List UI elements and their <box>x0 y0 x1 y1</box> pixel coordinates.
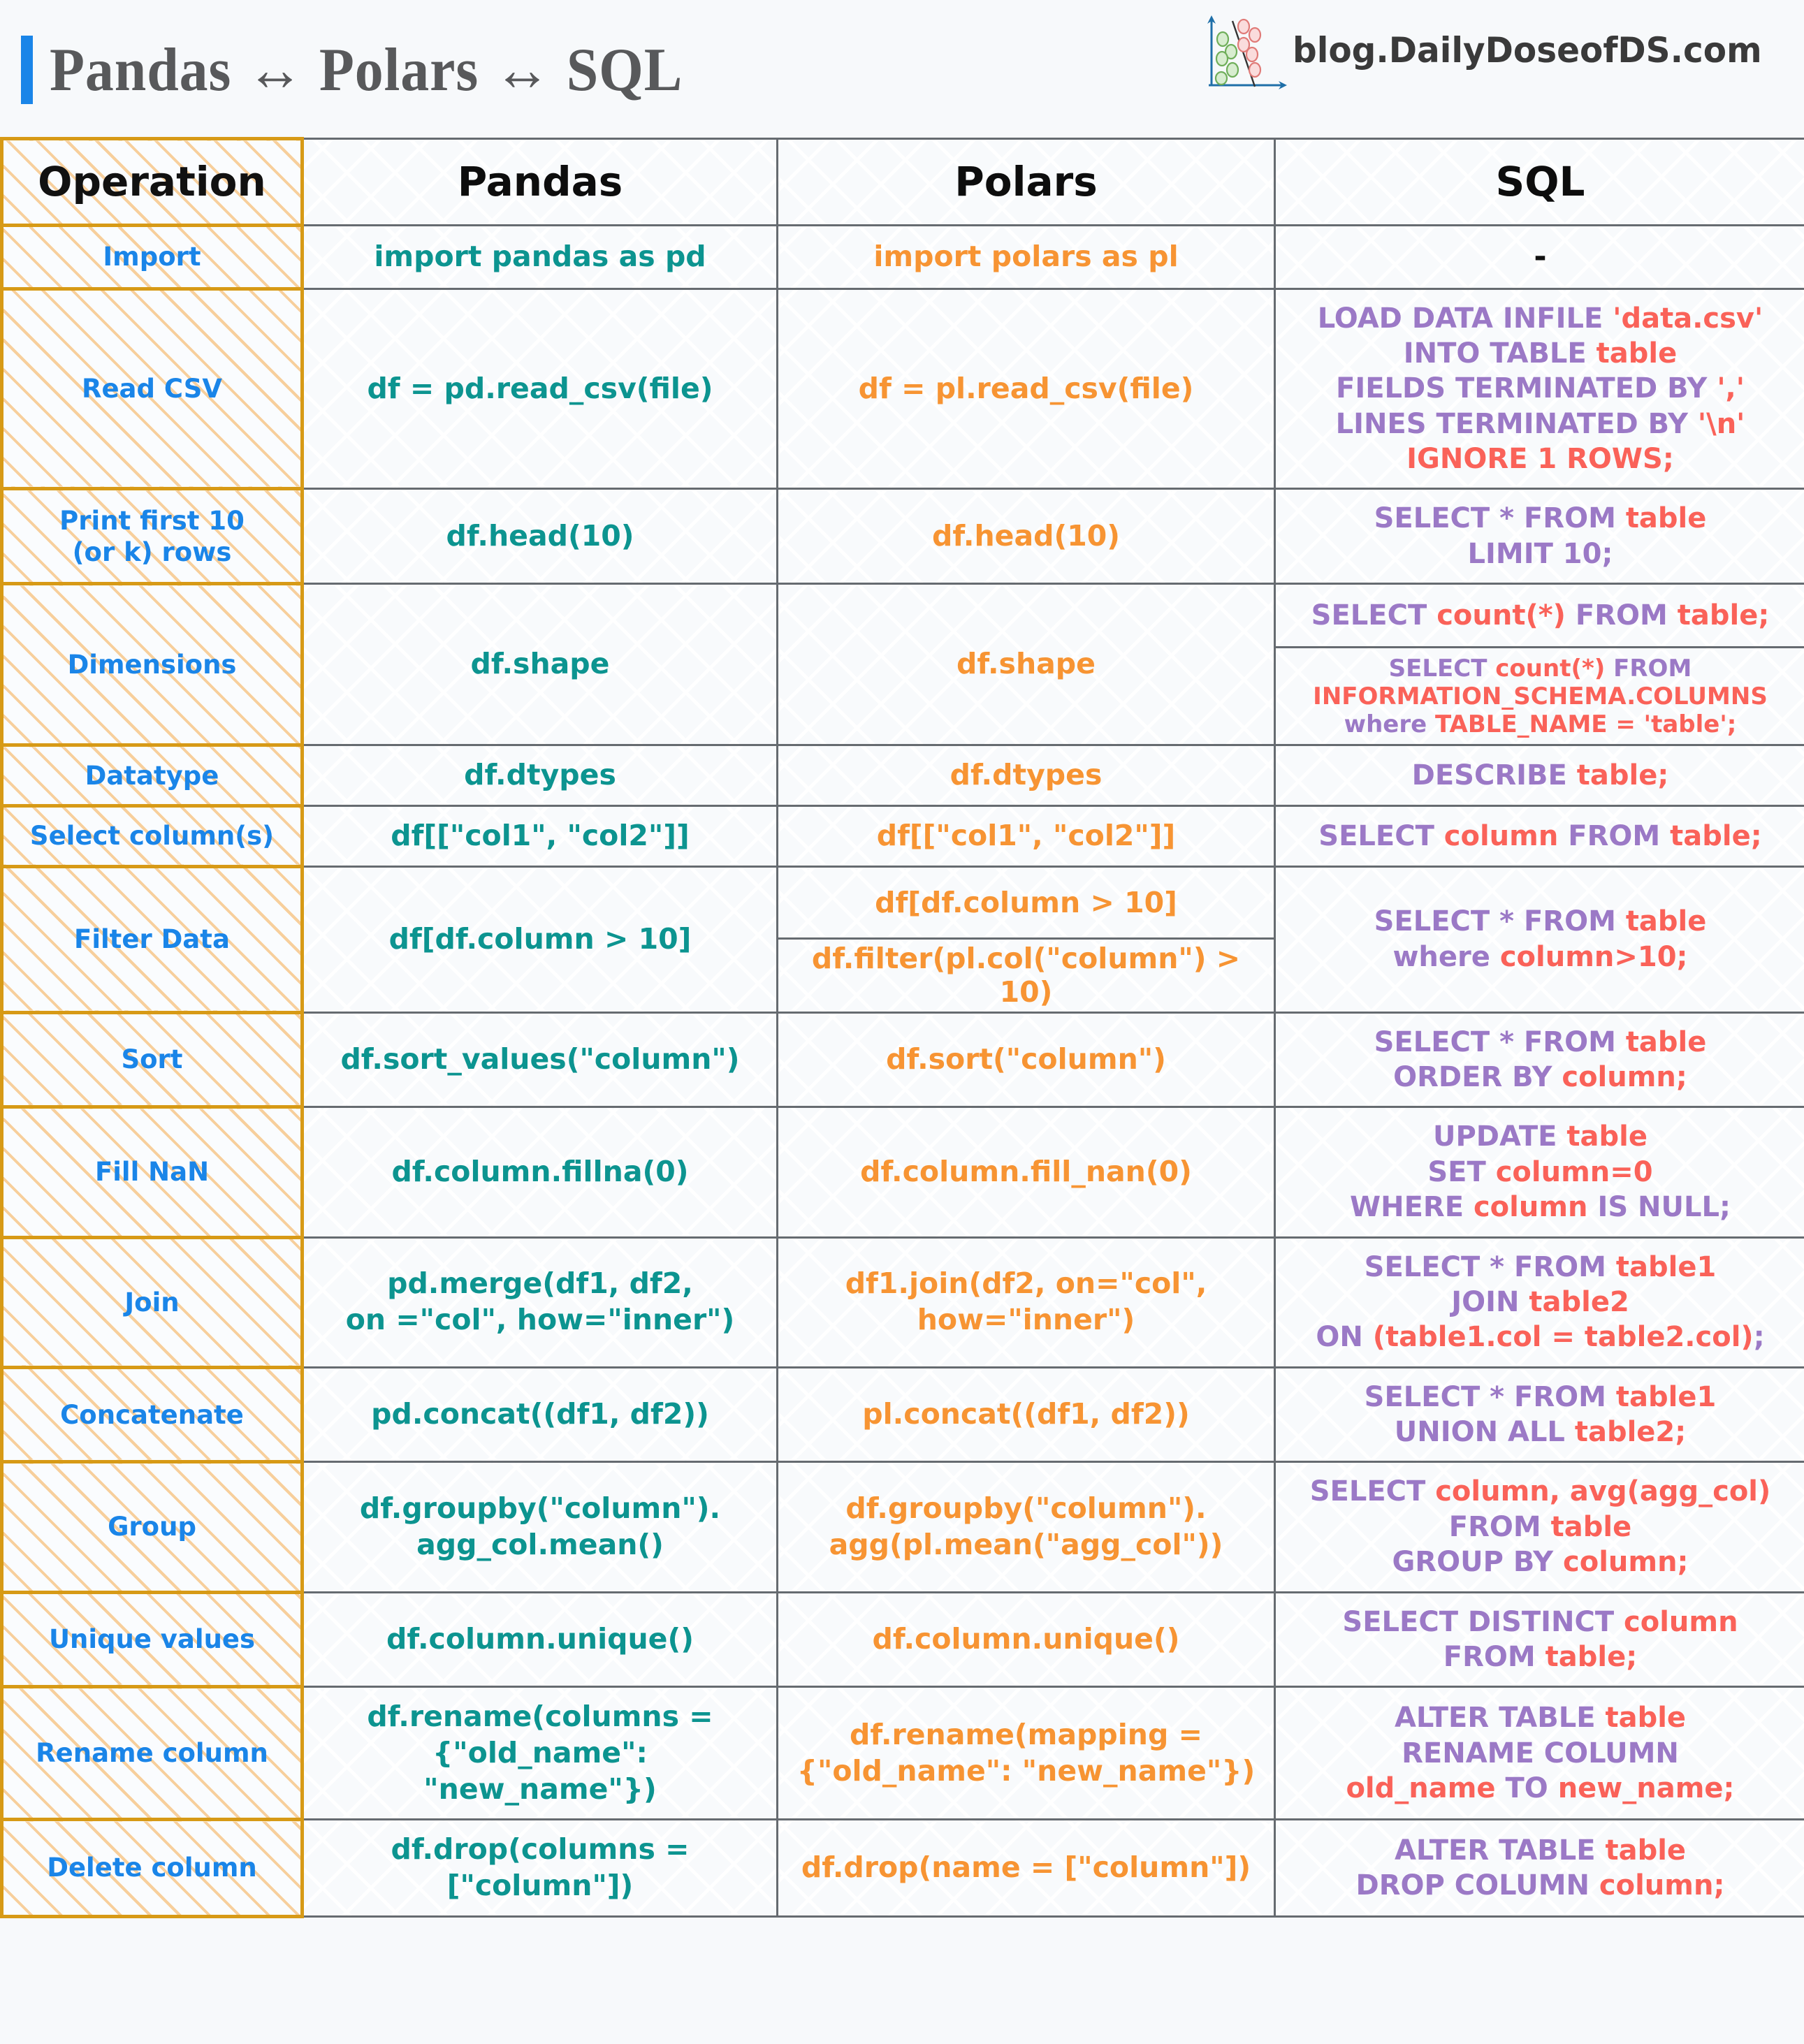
comparison-table-wrap: Operation Pandas Polars SQL Import import pan… <box>0 136 1804 2044</box>
polars-code-cell: df.dtypes <box>776 744 1276 807</box>
column-header-pandas: Pandas <box>301 137 778 227</box>
polars-code-variant: df.filter(pl.col("column") > 10) <box>778 940 1274 1012</box>
sql-code-cell: UPDATE table SET column=0 WHERE column IS … <box>1274 1106 1804 1239</box>
column-header-operation: Operation <box>0 136 304 228</box>
operation-label: Fill NaN <box>0 1105 304 1239</box>
pandas-code-cell: df.rename(columns = {"old_name": "new_nam… <box>301 1686 778 1821</box>
operation-label: Sort <box>0 1010 304 1109</box>
table-row: Rename column df.rename(columns = {"old_na… <box>0 1685 1804 1822</box>
polars-code-cell: df.drop(name = ["column"]) <box>776 1818 1276 1918</box>
operation-label: Dimensions <box>0 582 304 747</box>
sql-code-cell: ALTER TABLE table DROP COLUMN column; <box>1274 1818 1804 1918</box>
table-row: Join pd.merge(df1, df2, on ="col", how="in… <box>0 1235 1804 1369</box>
pandas-code-cell: df[["col1", "col2"]] <box>301 804 778 868</box>
table-row: Read CSV df = pd.read_csv(file) df = pl.re… <box>0 286 1804 491</box>
operation-label: Import <box>0 224 304 291</box>
pandas-code-cell: df[df.column > 10] <box>301 865 778 1014</box>
sql-code-cell: SELECT * FROM table LIMIT 10; <box>1274 488 1804 585</box>
operation-label: Delete column <box>0 1818 304 1918</box>
pandas-code-cell: df.shape <box>301 583 778 747</box>
sql-code-cell: LOAD DATA INFILE 'data.csv' INTO TABLE ta… <box>1274 287 1804 490</box>
sql-code-cell: SELECT column FROM table; <box>1274 804 1804 868</box>
table-row: Datatype df.dtypes df.dtypes DESCRIBE table… <box>0 743 1804 808</box>
sql-code-cell: SELECT * FROM table1 UNION ALL table2; <box>1274 1366 1804 1463</box>
table-row: Dimensions df.shape df.shape SELECT count(*… <box>0 582 1804 747</box>
page-header: Pandas ↔ Polars ↔ SQL <box>0 0 1804 140</box>
polars-code-cell: df.head(10) <box>776 488 1276 585</box>
pandas-code-cell: df.head(10) <box>301 488 778 585</box>
sql-code-cell: ALTER TABLE table RENAME COLUMN old_name T… <box>1274 1686 1804 1821</box>
table-row: Filter Data df[df.column > 10] df[df.colum… <box>0 864 1804 1014</box>
table-row: Concatenate pd.concat((df1, df2)) pl.conca… <box>0 1365 1804 1464</box>
operation-label: Rename column <box>0 1685 304 1822</box>
table-row: Select column(s) df[["col1", "col2"]] df[[… <box>0 803 1804 868</box>
sql-code-cell: DESCRIBE table; <box>1274 744 1804 807</box>
brand-watermark: blog.DailyDoseofDS.com <box>1199 8 1776 92</box>
polars-code-cell: df.column.fill_nan(0) <box>776 1106 1276 1239</box>
sql-code-cell: SELECT * FROM table where column>10; <box>1274 865 1804 1014</box>
brand-text: blog.DailyDoseofDS.com <box>1292 30 1762 71</box>
pandas-code-cell: df.column.fillna(0) <box>301 1106 778 1239</box>
polars-code-cell: pl.concat((df1, df2)) <box>776 1366 1276 1463</box>
operation-label: Read CSV <box>0 286 304 491</box>
sql-code-cell: SELECT DISTINCT column FROM table; <box>1274 1591 1804 1688</box>
pandas-code-cell: df.column.unique() <box>301 1591 778 1688</box>
pandas-code-cell: import pandas as pd <box>301 224 778 290</box>
table-header-row: Operation Pandas Polars SQL <box>0 136 1804 228</box>
polars-code-cell: df = pl.read_csv(file) <box>776 287 1276 490</box>
table-row: Fill NaN df.column.fillna(0) df.column.fil… <box>0 1105 1804 1239</box>
sql-code-cell: - <box>1274 224 1804 290</box>
column-header-polars: Polars <box>776 137 1276 227</box>
table-row: Import import pandas as pd import polars a… <box>0 224 1804 291</box>
sql-code-cell: SELECT * FROM table1 JOIN table2 ON (table… <box>1274 1236 1804 1368</box>
pandas-code-cell: df = pd.read_csv(file) <box>301 287 778 490</box>
polars-code-cell: df1.join(df2, on="col", how="inner") <box>776 1236 1276 1368</box>
column-header-sql: SQL <box>1274 137 1804 227</box>
table-row: Group df.groupby("column"). agg_col.mean()… <box>0 1460 1804 1594</box>
operation-label: Concatenate <box>0 1365 304 1464</box>
sql-code-variant: SELECT count(*) FROM table; <box>1276 585 1804 649</box>
scatter-plot-logo-icon <box>1207 15 1287 89</box>
table-row: Unique values df.column.unique() df.column… <box>0 1590 1804 1689</box>
pandas-code-cell: df.dtypes <box>301 744 778 807</box>
operation-label: Print first 10 (or k) rows <box>0 487 304 586</box>
comparison-table: Operation Pandas Polars SQL Import import pan… <box>0 136 1804 1918</box>
sql-code-cell: SELECT * FROM table ORDER BY column; <box>1274 1011 1804 1109</box>
sql-code-cell: SELECT column, avg(agg_col) FROM table GRO… <box>1274 1461 1804 1593</box>
polars-code-cell: df.shape <box>776 583 1276 747</box>
polars-code-cell: df.groupby("column"). agg(pl.mean("agg_co… <box>776 1461 1276 1593</box>
polars-code-cell: df[["col1", "col2"]] <box>776 804 1276 868</box>
operation-label: Datatype <box>0 743 304 808</box>
table-row: Delete column df.drop(columns = ["column"… <box>0 1818 1804 1918</box>
pandas-code-cell: df.drop(columns = ["column"]) <box>301 1818 778 1918</box>
table-row: Print first 10 (or k) rows df.head(10) df.h… <box>0 487 1804 586</box>
polars-code-cell: import polars as pl <box>776 224 1276 290</box>
page-title: Pandas ↔ Polars ↔ SQL <box>50 36 683 104</box>
operation-label: Filter Data <box>0 864 304 1014</box>
polars-code-cell: df.column.unique() <box>776 1591 1276 1688</box>
polars-code-variant: df[df.column > 10] <box>778 868 1274 940</box>
sql-code-variant: SELECT count(*) FROM INFORMATION_SCHEMA.C… <box>1276 648 1804 744</box>
pandas-code-cell: pd.merge(df1, df2, on ="col", how="inner"… <box>301 1236 778 1368</box>
operation-label: Join <box>0 1235 304 1369</box>
polars-code-cell: df.sort("column") <box>776 1011 1276 1109</box>
title-accent-bar <box>21 36 33 104</box>
operation-label: Unique values <box>0 1590 304 1689</box>
pandas-code-cell: df.groupby("column"). agg_col.mean() <box>301 1461 778 1593</box>
pandas-code-cell: pd.concat((df1, df2)) <box>301 1366 778 1463</box>
polars-code-cell: df.rename(mapping = {"old_name": "new_nam… <box>776 1686 1276 1821</box>
sql-code-cell-split: SELECT count(*) FROM table; SELECT count(… <box>1274 583 1804 747</box>
polars-code-cell-split: df[df.column > 10] df.filter(pl.col("colu… <box>776 865 1276 1014</box>
pandas-code-cell: df.sort_values("column") <box>301 1011 778 1109</box>
operation-label: Group <box>0 1460 304 1594</box>
title-group: Pandas ↔ Polars ↔ SQL <box>21 35 730 105</box>
table-body: Operation Pandas Polars SQL Import import pan… <box>0 136 1804 1918</box>
table-row: Sort df.sort_values("column") df.sort("col… <box>0 1010 1804 1109</box>
operation-label: Select column(s) <box>0 803 304 868</box>
